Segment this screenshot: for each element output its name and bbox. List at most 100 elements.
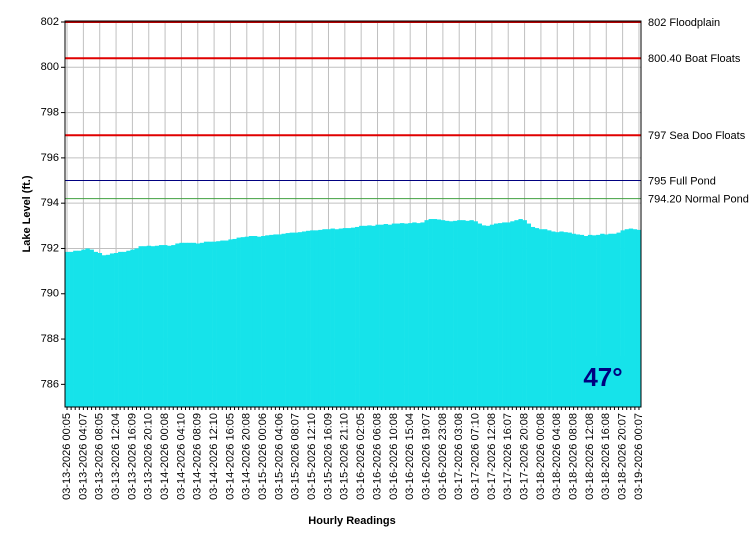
bar — [252, 236, 258, 407]
bar — [498, 223, 503, 407]
bar — [395, 223, 401, 407]
bar — [424, 220, 429, 407]
bar — [473, 221, 478, 407]
x-tick-label: 03-14-2026 08:09 — [192, 413, 204, 500]
bar — [224, 240, 229, 407]
bar — [122, 251, 127, 407]
bar — [212, 241, 217, 407]
bar — [105, 254, 111, 407]
bar — [342, 228, 348, 407]
bar — [514, 220, 519, 407]
bar — [138, 246, 143, 407]
bar — [265, 235, 270, 407]
x-tick-label: 03-15-2026 00:06 — [257, 413, 269, 500]
x-tick-label: 03-16-2026 06:08 — [371, 413, 383, 500]
bar — [485, 225, 491, 407]
bar — [183, 242, 188, 407]
bar — [477, 223, 482, 407]
bar — [142, 246, 148, 407]
y-tick-label: 796 — [41, 152, 59, 164]
y-axis-label: Lake Level (ft.) — [21, 175, 33, 252]
bar — [150, 246, 156, 407]
bar — [481, 225, 487, 407]
bar — [326, 229, 331, 407]
bar — [559, 231, 564, 407]
bar — [350, 227, 356, 407]
x-tick-label: 03-16-2026 15:04 — [404, 413, 416, 500]
bar — [608, 233, 613, 407]
x-tick-label: 03-14-2026 20:08 — [241, 413, 253, 500]
bar — [522, 220, 527, 407]
reference-label: 795 Full Pond — [648, 175, 716, 187]
bar — [297, 232, 303, 407]
bar — [81, 249, 86, 407]
bar — [289, 232, 295, 407]
bar — [538, 229, 544, 407]
bar — [636, 229, 642, 407]
plot-frame — [64, 20, 642, 408]
bar — [493, 223, 499, 407]
bar — [236, 237, 241, 407]
y-tick-label: 798 — [41, 106, 59, 118]
bar — [355, 226, 360, 407]
temperature-badge — [578, 356, 628, 400]
bar — [248, 236, 254, 407]
bar — [85, 248, 90, 407]
bar — [306, 230, 311, 407]
y-tick-label: 800 — [41, 61, 59, 73]
bar — [428, 219, 433, 407]
bar — [526, 223, 532, 407]
bar — [338, 228, 344, 407]
bar — [240, 237, 246, 407]
bar — [379, 224, 384, 407]
bar — [232, 238, 237, 407]
bar — [228, 239, 233, 407]
bar — [502, 222, 507, 407]
bar — [318, 229, 323, 407]
x-tick-label: 03-13-2026 04:07 — [77, 413, 89, 500]
bar — [489, 224, 495, 407]
bar — [293, 232, 299, 407]
bar — [612, 233, 617, 407]
bar — [89, 249, 94, 407]
x-tick-label: 03-18-2026 00:08 — [535, 413, 547, 500]
bar — [334, 229, 340, 407]
bar — [77, 250, 82, 407]
bar — [363, 225, 368, 407]
bar — [371, 225, 376, 407]
bar — [555, 232, 560, 407]
bar — [632, 229, 638, 407]
bar — [436, 219, 442, 407]
bar — [191, 242, 197, 407]
bar — [203, 241, 209, 407]
x-tick-label: 03-19-2026 00:07 — [633, 413, 645, 500]
bar — [391, 223, 397, 407]
x-tick-label: 03-18-2026 16:08 — [600, 413, 612, 500]
bar — [171, 245, 176, 407]
y-tick-label: 802 — [41, 16, 59, 28]
bar — [285, 233, 290, 407]
bar — [310, 230, 315, 407]
bar — [281, 233, 286, 407]
bar — [97, 253, 103, 407]
reference-label: 800.40 Boat Floats — [648, 53, 741, 65]
bar — [453, 220, 458, 407]
x-tick-label: 03-18-2026 08:08 — [568, 413, 580, 500]
bar — [383, 224, 389, 407]
x-tick-label: 03-15-2026 08:07 — [290, 413, 302, 500]
bar — [199, 242, 205, 407]
bar — [616, 232, 621, 407]
x-tick-label: 03-13-2026 12:04 — [110, 413, 122, 500]
x-tick-label: 03-16-2026 10:08 — [388, 413, 400, 500]
x-tick-label: 03-14-2026 16:05 — [224, 413, 236, 500]
x-tick-label: 03-17-2026 03:08 — [453, 413, 465, 500]
x-tick-label: 03-14-2026 00:08 — [159, 413, 171, 500]
bar — [461, 220, 466, 407]
bar — [187, 242, 192, 407]
x-tick-label: 03-15-2026 04:06 — [273, 413, 285, 500]
bar — [207, 241, 213, 407]
bar — [408, 223, 413, 407]
bar — [444, 220, 450, 407]
bar — [449, 221, 454, 407]
